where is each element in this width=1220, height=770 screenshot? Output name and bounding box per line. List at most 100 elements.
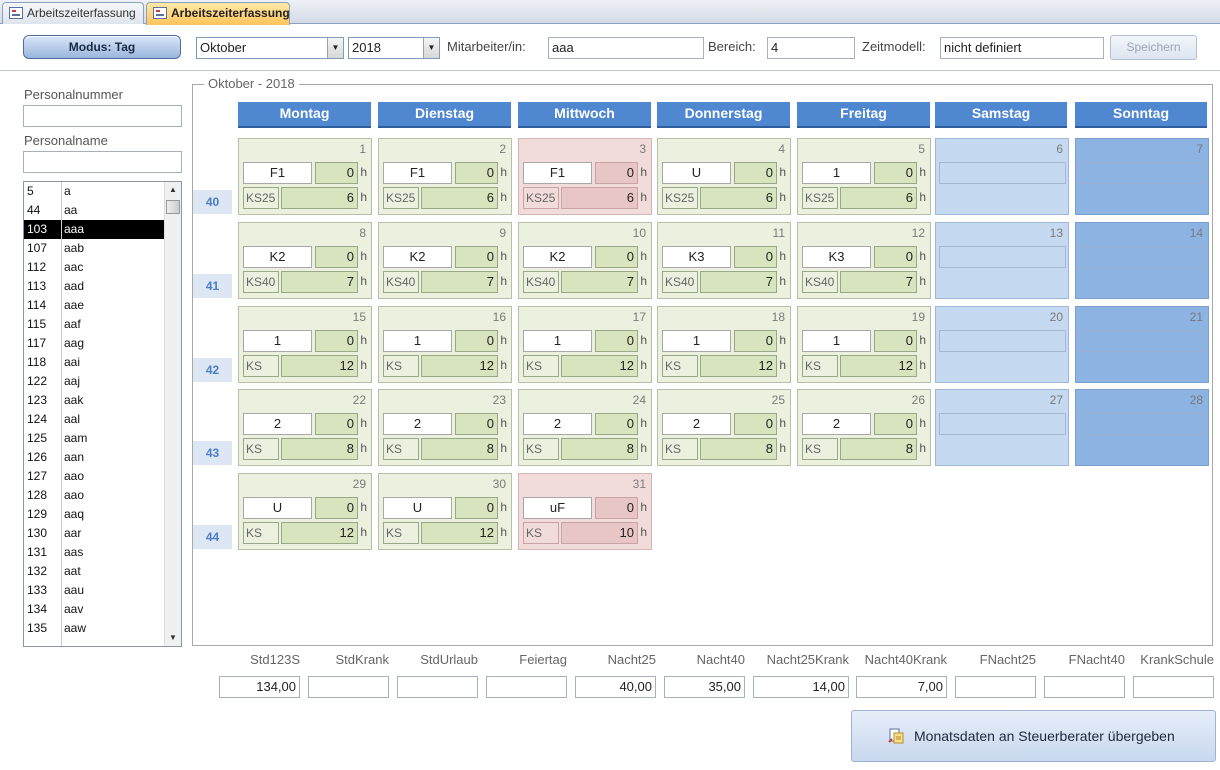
weekend-shift-field[interactable] <box>1079 330 1206 352</box>
list-item[interactable]: 117 aag <box>24 334 164 353</box>
list-item[interactable]: 132 aat <box>24 562 164 581</box>
allowance-code-field[interactable]: KS25 <box>383 187 419 209</box>
allowance-hours-field[interactable]: 12 <box>421 522 498 544</box>
day-cell[interactable]: 9 K2 0 h KS40 7 h <box>378 222 512 299</box>
allowance-code-field[interactable]: KS40 <box>802 271 838 293</box>
model-field[interactable]: nicht definiert <box>940 37 1104 59</box>
allowance-code-field[interactable]: KS <box>662 438 698 460</box>
list-item[interactable]: 122 aaj <box>24 372 164 391</box>
day-cell[interactable]: 6 <box>935 138 1069 215</box>
allowance-hours-field[interactable]: 8 <box>561 438 638 460</box>
list-item[interactable]: 133 aau <box>24 581 164 600</box>
day-cell[interactable]: 19 1 0 h KS 12 h <box>797 306 931 383</box>
allowance-code-field[interactable]: KS <box>523 355 559 377</box>
allowance-code-field[interactable]: KS25 <box>662 187 698 209</box>
shift-code-field[interactable]: 1 <box>523 330 592 352</box>
allowance-hours-field[interactable]: 7 <box>700 271 777 293</box>
scroll-thumb[interactable] <box>166 200 180 214</box>
hours-field[interactable]: 0 <box>734 413 777 435</box>
shift-code-field[interactable]: U <box>383 497 452 519</box>
allowance-code-field[interactable]: KS <box>802 355 838 377</box>
allowance-hours-field[interactable]: 10 <box>561 522 638 544</box>
scroll-down-icon[interactable]: ▼ <box>169 633 177 642</box>
list-item[interactable]: 113 aad <box>24 277 164 296</box>
day-cell[interactable]: 8 K2 0 h KS40 7 h <box>238 222 372 299</box>
weekend-shift-field[interactable] <box>1079 162 1206 184</box>
day-cell[interactable]: 26 2 0 h KS 8 h <box>797 389 931 466</box>
shift-code-field[interactable]: F1 <box>383 162 452 184</box>
hours-field[interactable]: 0 <box>455 162 498 184</box>
allowance-code-field[interactable]: KS25 <box>243 187 279 209</box>
hours-field[interactable]: 0 <box>874 246 917 268</box>
shift-code-field[interactable]: U <box>662 162 731 184</box>
list-item[interactable]: 127 aao <box>24 467 164 486</box>
list-item[interactable]: 135 aaw <box>24 619 164 638</box>
allowance-hours-field[interactable]: 12 <box>840 355 917 377</box>
summary-field[interactable]: 40,00 <box>575 676 656 698</box>
allowance-hours-field[interactable]: 6 <box>561 187 638 209</box>
summary-field[interactable] <box>308 676 389 698</box>
chevron-down-icon[interactable]: ▼ <box>423 38 439 58</box>
personnel-number-field[interactable] <box>23 105 182 127</box>
day-cell[interactable]: 3 F1 0 h KS25 6 h <box>518 138 652 215</box>
weekend-shift-field[interactable] <box>1079 413 1206 435</box>
allowance-code-field[interactable]: KS <box>662 355 698 377</box>
list-scrollbar[interactable]: ▲ ▼ <box>164 182 181 646</box>
day-cell[interactable]: 31 uF 0 h KS 10 h <box>518 473 652 550</box>
day-cell[interactable]: 29 U 0 h KS 12 h <box>238 473 372 550</box>
summary-field[interactable]: 14,00 <box>753 676 849 698</box>
list-item[interactable]: 123 aak <box>24 391 164 410</box>
shift-code-field[interactable]: 1 <box>662 330 731 352</box>
hours-field[interactable]: 0 <box>455 497 498 519</box>
hours-field[interactable]: 0 <box>595 246 638 268</box>
tab-arbeitszeiterfassung-2[interactable]: Arbeitszeiterfassung <box>146 2 290 25</box>
list-item[interactable]: 131 aas <box>24 543 164 562</box>
shift-code-field[interactable]: 1 <box>802 162 871 184</box>
allowance-hours-field[interactable]: 8 <box>840 438 917 460</box>
scroll-up-icon[interactable]: ▲ <box>169 185 177 194</box>
day-cell[interactable]: 10 K2 0 h KS40 7 h <box>518 222 652 299</box>
allowance-code-field[interactable]: KS <box>523 522 559 544</box>
weekend-shift-field[interactable] <box>1079 246 1206 268</box>
day-cell[interactable]: 30 U 0 h KS 12 h <box>378 473 512 550</box>
list-item[interactable]: 103 aaa <box>24 220 164 239</box>
day-cell[interactable]: 17 1 0 h KS 12 h <box>518 306 652 383</box>
allowance-code-field[interactable]: KS <box>243 438 279 460</box>
hours-field[interactable]: 0 <box>734 330 777 352</box>
day-cell[interactable]: 16 1 0 h KS 12 h <box>378 306 512 383</box>
hours-field[interactable]: 0 <box>874 162 917 184</box>
transfer-to-tax-advisor-button[interactable]: Monatsdaten an Steuerberater übergeben <box>851 710 1216 762</box>
shift-code-field[interactable]: 2 <box>243 413 312 435</box>
hours-field[interactable]: 0 <box>455 330 498 352</box>
summary-field[interactable]: 134,00 <box>219 676 300 698</box>
summary-field[interactable] <box>397 676 478 698</box>
summary-field[interactable] <box>955 676 1036 698</box>
allowance-hours-field[interactable]: 12 <box>700 355 777 377</box>
shift-code-field[interactable]: 2 <box>383 413 452 435</box>
allowance-hours-field[interactable]: 12 <box>421 355 498 377</box>
summary-field[interactable]: 35,00 <box>664 676 745 698</box>
list-item[interactable]: 107 aab <box>24 239 164 258</box>
allowance-code-field[interactable]: KS40 <box>662 271 698 293</box>
allowance-hours-field[interactable]: 8 <box>421 438 498 460</box>
hours-field[interactable]: 0 <box>595 497 638 519</box>
allowance-code-field[interactable]: KS40 <box>243 271 279 293</box>
save-button[interactable]: Speichern <box>1110 35 1197 60</box>
day-cell[interactable]: 28 <box>1075 389 1209 466</box>
allowance-hours-field[interactable]: 12 <box>281 355 358 377</box>
weekend-shift-field[interactable] <box>939 162 1066 184</box>
list-item[interactable]: 129 aaq <box>24 505 164 524</box>
list-item[interactable]: 124 aal <box>24 410 164 429</box>
hours-field[interactable]: 0 <box>455 246 498 268</box>
hours-field[interactable]: 0 <box>315 330 358 352</box>
summary-field[interactable] <box>486 676 567 698</box>
day-cell[interactable]: 2 F1 0 h KS25 6 h <box>378 138 512 215</box>
list-item[interactable]: 128 aao <box>24 486 164 505</box>
shift-code-field[interactable]: 2 <box>523 413 592 435</box>
employee-list[interactable]: 135 aaw 134 aav 133 aau 132 aat 131 aas 130 aar 129 a… <box>23 181 182 647</box>
allowance-code-field[interactable]: KS <box>243 355 279 377</box>
list-item[interactable]: 125 aam <box>24 429 164 448</box>
list-item[interactable]: 114 aae <box>24 296 164 315</box>
day-cell[interactable]: 14 <box>1075 222 1209 299</box>
summary-field[interactable]: 7,00 <box>856 676 947 698</box>
